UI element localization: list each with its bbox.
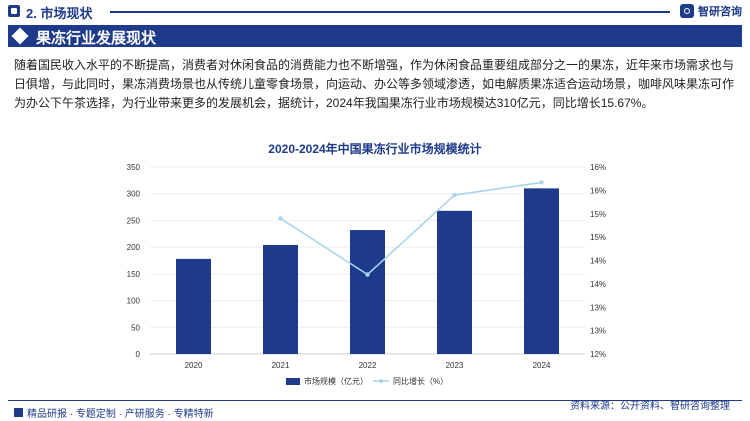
y-tick-label-left: 300	[127, 190, 141, 199]
footer-divider	[8, 400, 742, 401]
brand-logo-icon	[680, 4, 694, 18]
intro-paragraph: 随着国民收入水平的不断提高，消费者对休闲食品的消费能力也不断增强，作为休闲食品重…	[14, 58, 735, 110]
legend-label-line: 同比增长（%）	[393, 376, 448, 386]
footer: 精品研报 · 专题定制 · 产研服务 · 专精特新	[14, 405, 214, 420]
y-tick-label-right: 16%	[590, 163, 606, 172]
x-tick-label: 2021	[272, 361, 290, 370]
y-tick-label-right: 13%	[590, 327, 606, 336]
x-tick-label: 2020	[185, 361, 203, 370]
growth-point	[278, 216, 283, 221]
legend-label-bar: 市场规模（亿元）	[304, 376, 368, 386]
y-tick-label-left: 0	[136, 350, 141, 359]
y-tick-label-right: 15%	[590, 233, 606, 242]
growth-point	[452, 192, 457, 198]
y-tick-label-right: 14%	[590, 257, 606, 266]
page-title: 果冻行业发展现状	[36, 30, 157, 47]
legend-swatch-point	[379, 379, 383, 383]
y-tick-label-right: 16%	[590, 186, 606, 195]
x-tick-label: 2024	[533, 361, 551, 370]
brand: 智研咨询	[680, 3, 742, 19]
section-icon	[8, 5, 20, 17]
bar	[350, 230, 385, 354]
y-tick-label-left: 350	[127, 163, 141, 172]
y-tick-label-right: 13%	[590, 303, 606, 312]
y-tick-label-left: 150	[127, 270, 141, 279]
legend-swatch-bar	[286, 378, 300, 385]
bar	[524, 188, 559, 354]
source-note: 资料来源：公开资料、智研咨询整理	[570, 401, 730, 412]
footer-icon	[14, 408, 23, 417]
y-tick-label-left: 50	[131, 323, 140, 332]
y-tick-label-left: 100	[127, 297, 141, 306]
y-tick-label-left: 200	[127, 243, 141, 252]
section-title: 2. 市场现状	[26, 6, 93, 21]
y-tick-label-right: 12%	[590, 350, 606, 359]
bar	[437, 210, 472, 354]
top-bar: 2. 市场现状 智研咨询	[0, 0, 750, 22]
header-divider	[110, 11, 670, 13]
x-tick-label: 2023	[446, 361, 464, 370]
chart-title: 2020-2024年中国果冻行业市场规模统计	[268, 142, 482, 156]
brand-name: 智研咨询	[698, 6, 742, 18]
y-tick-label-left: 250	[127, 216, 141, 225]
growth-point	[539, 180, 544, 185]
growth-point	[365, 272, 370, 277]
y-tick-label-right: 15%	[590, 210, 606, 219]
x-tick-label: 2022	[359, 361, 377, 370]
footer-text: 精品研报 · 专题定制 · 产研服务 · 专精特新	[27, 409, 214, 420]
growth-line	[280, 181, 542, 276]
title-banner: 果冻行业发展现状	[8, 25, 742, 47]
y-tick-label-right: 14%	[590, 280, 606, 289]
bar	[176, 258, 211, 354]
bar	[263, 245, 298, 354]
